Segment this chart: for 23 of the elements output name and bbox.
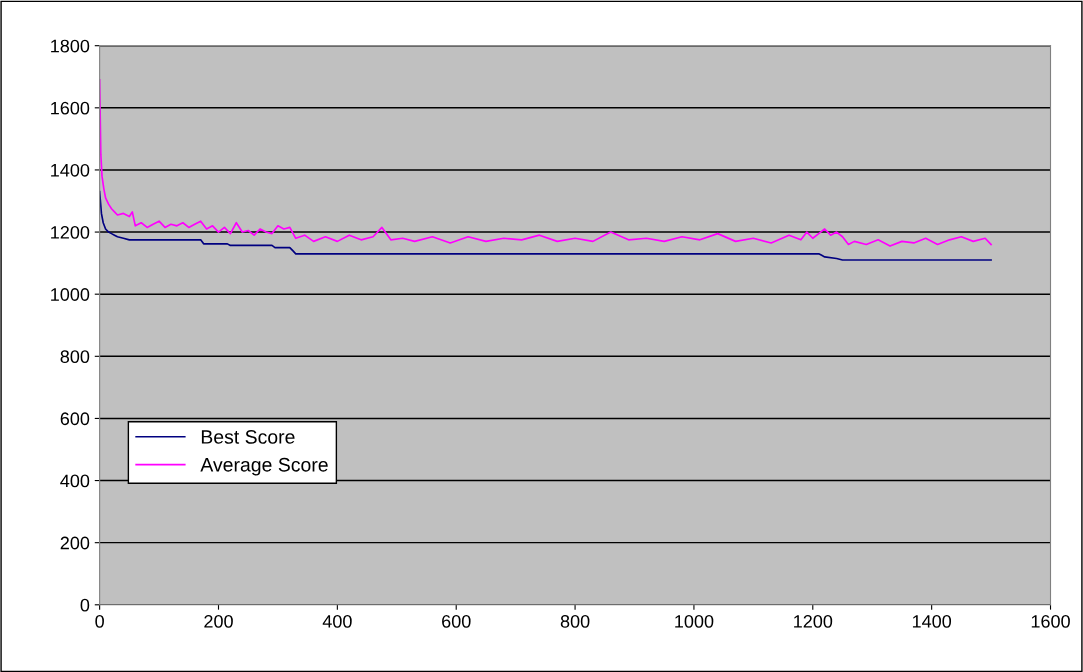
- y-tick-label: 1000: [51, 288, 90, 301]
- x-tick-label: 0: [95, 615, 104, 628]
- y-tick-label: 400: [60, 474, 90, 488]
- x-tick-label: 1000: [675, 615, 714, 628]
- legend-label: Best Score: [201, 430, 295, 444]
- x-tick-label: 1600: [1031, 615, 1070, 628]
- y-tick-label: 600: [60, 412, 90, 426]
- y-tick-label: 1400: [51, 163, 90, 177]
- line-series: [99, 190, 992, 261]
- y-tick-label: 200: [60, 536, 90, 550]
- legend-label: Average Score: [200, 457, 328, 476]
- y-tick-label: 1800: [51, 39, 90, 53]
- x-tick-label: 800: [560, 615, 590, 628]
- y-tick-label: 1200: [51, 226, 90, 239]
- x-tick-label: 600: [442, 615, 471, 628]
- x-tick-label: 400: [322, 615, 352, 628]
- line-series: [99, 79, 992, 247]
- y-tick-label: 0: [80, 598, 90, 612]
- x-tick-label: 1200: [794, 615, 833, 628]
- y-tick-label: 800: [60, 350, 90, 364]
- x-tick-label: 200: [204, 615, 233, 628]
- x-tick-label: 1400: [912, 615, 952, 628]
- y-tick-label: 1600: [51, 101, 90, 115]
